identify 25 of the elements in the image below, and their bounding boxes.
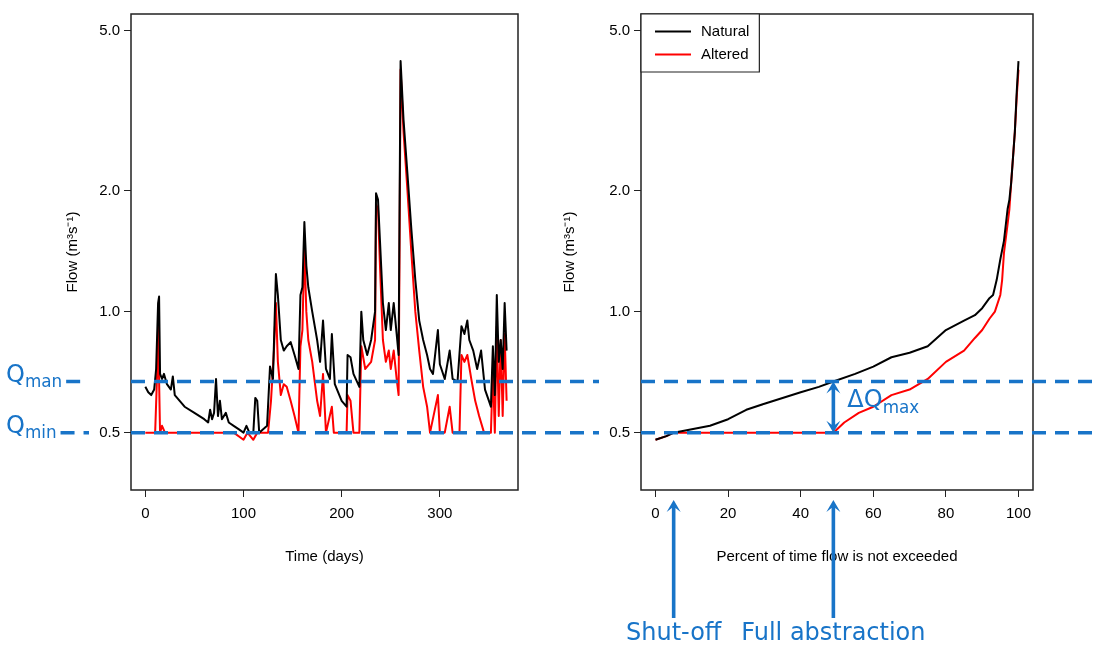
text: Shut-off — [625, 618, 722, 646]
y-tick-label: 5.0 — [99, 20, 120, 38]
x-axis-title: Time (days) — [285, 547, 364, 565]
x-tick-label: 40 — [792, 504, 810, 522]
y-tick-label: 5.0 — [609, 20, 630, 38]
y-axis-title: Flow (m³s⁻¹) — [63, 211, 81, 293]
legend-label: Altered — [701, 44, 749, 62]
text: Full abstraction — [741, 618, 926, 646]
x-tick-label: 60 — [864, 504, 882, 522]
x-tick-label: 80 — [937, 504, 955, 522]
x-tick-label: 300 — [427, 504, 453, 522]
y-tick-label: 2.0 — [99, 180, 120, 198]
x-tick-label: 0 — [141, 504, 150, 522]
x-tick-label: 200 — [329, 504, 355, 522]
y-axis-title: Flow (m³s⁻¹) — [560, 211, 578, 293]
x-tick-label: 0 — [651, 504, 660, 522]
y-tick-label: 0.5 — [609, 422, 630, 440]
y-tick-label: 1.0 — [609, 301, 630, 319]
x-tick-label: 20 — [719, 504, 737, 522]
y-tick-label: 2.0 — [609, 180, 630, 198]
y-tick-label: 0.5 — [99, 422, 120, 440]
legend-label: Natural — [701, 21, 750, 39]
x-tick-label: 100 — [230, 504, 257, 522]
y-tick-label: 1.0 — [99, 301, 120, 319]
x-tick-label: 100 — [1005, 504, 1031, 522]
